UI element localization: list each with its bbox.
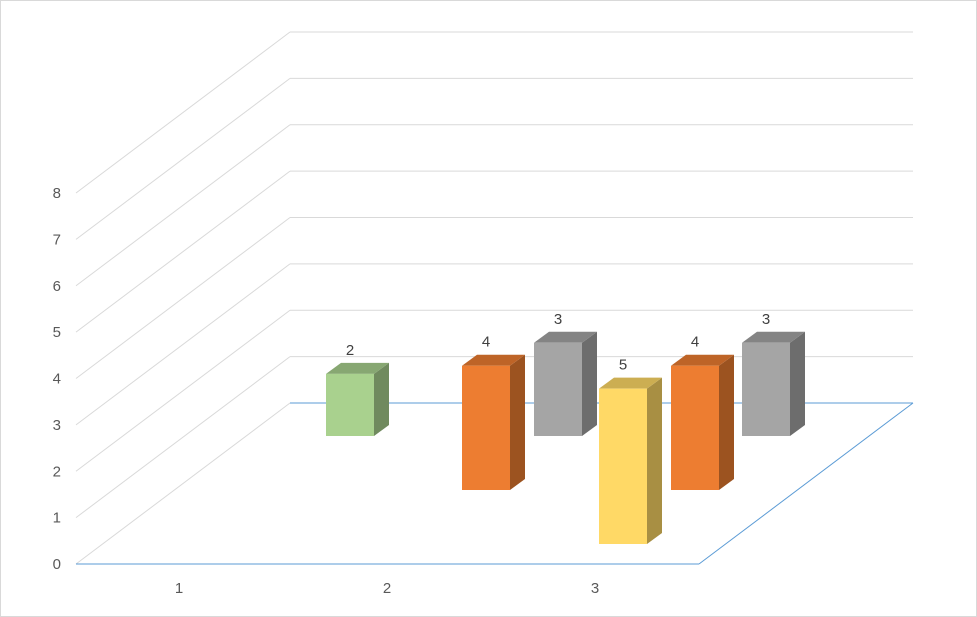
bar-top-face bbox=[326, 362, 389, 374]
y-tick-label: 1 bbox=[53, 510, 61, 527]
bar-front-face bbox=[671, 365, 719, 490]
bar-top-face bbox=[742, 331, 805, 343]
bar-side-face bbox=[582, 331, 597, 436]
bar: 5 bbox=[599, 357, 662, 544]
bar-front-face bbox=[534, 342, 582, 436]
bar: 2 bbox=[326, 342, 389, 436]
y-tick-label: 0 bbox=[53, 556, 61, 573]
data-label: 4 bbox=[691, 334, 699, 351]
y-tick-label: 8 bbox=[53, 185, 61, 202]
chart-walls bbox=[75, 31, 913, 565]
y-tick-label: 5 bbox=[53, 324, 61, 341]
bar-front-face bbox=[599, 388, 647, 544]
x-axis-ticks: 1 2 3 bbox=[175, 580, 599, 597]
y-tick-label: 3 bbox=[53, 417, 61, 434]
bar-front-face bbox=[326, 373, 374, 436]
y-tick-label: 4 bbox=[53, 371, 61, 388]
y-tick-label: 6 bbox=[53, 278, 61, 295]
bar: 3 bbox=[742, 311, 805, 436]
bar-front-face bbox=[742, 342, 790, 436]
data-label: 5 bbox=[619, 357, 627, 374]
side-wall-gridline bbox=[75, 170, 291, 333]
bar-top-face bbox=[671, 354, 734, 366]
side-wall-gridline bbox=[75, 217, 291, 379]
data-label: 3 bbox=[762, 311, 770, 328]
side-wall-gridline bbox=[75, 309, 291, 472]
bar-top-face bbox=[599, 377, 662, 389]
floor-right-edge bbox=[698, 402, 914, 565]
side-wall-gridline bbox=[75, 31, 291, 194]
side-wall-gridline bbox=[75, 263, 291, 426]
data-label: 3 bbox=[554, 311, 562, 328]
bar-front-face bbox=[462, 365, 510, 490]
bar-side-face bbox=[719, 354, 734, 490]
bar-top-face bbox=[534, 331, 597, 343]
y-axis-ticks: 0 1 2 3 4 5 6 7 8 bbox=[53, 185, 61, 573]
bar: 3 bbox=[534, 311, 597, 436]
bar-side-face bbox=[374, 362, 389, 436]
x-tick-label: 2 bbox=[383, 580, 391, 597]
bar: 4 bbox=[671, 334, 734, 490]
side-wall-gridline bbox=[75, 356, 291, 519]
bar-side-face bbox=[790, 331, 805, 436]
data-label: 2 bbox=[346, 342, 354, 359]
bar-top-face bbox=[462, 354, 525, 366]
side-wall-gridline bbox=[75, 77, 291, 240]
x-tick-label: 1 bbox=[175, 580, 183, 597]
y-tick-label: 2 bbox=[53, 463, 61, 480]
bar-side-face bbox=[647, 377, 662, 544]
side-wall-gridline bbox=[75, 402, 291, 565]
bar-side-face bbox=[510, 354, 525, 490]
side-wall-gridline bbox=[75, 124, 291, 287]
data-label: 4 bbox=[482, 334, 490, 351]
y-tick-label: 7 bbox=[53, 231, 61, 248]
bar: 4 bbox=[462, 334, 525, 490]
x-tick-label: 3 bbox=[591, 580, 599, 597]
bars: 2 4 3 5 4 3 bbox=[326, 311, 805, 544]
